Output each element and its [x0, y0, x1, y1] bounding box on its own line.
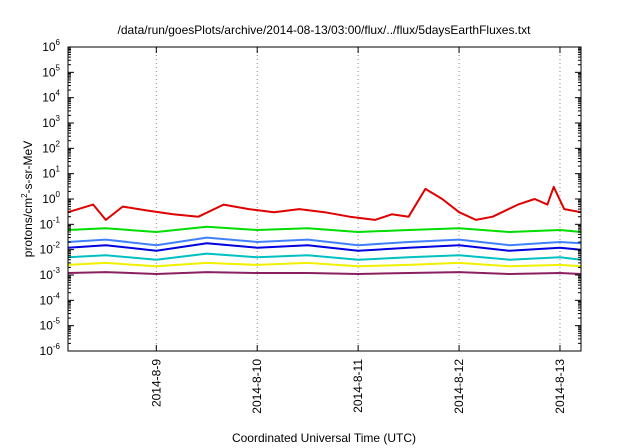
series-lines	[67, 185, 582, 275]
series-line-1	[67, 225, 582, 233]
y-axis-label: protons/cm2-s-sr-MeV	[20, 141, 35, 257]
y-tick-exponent: -5	[53, 317, 61, 326]
y-tick-base: 10	[42, 167, 56, 181]
y-tick-exponent: -1	[53, 215, 61, 224]
y-tick-exponent: 6	[56, 38, 61, 47]
y-tick-exponent: -4	[53, 291, 61, 300]
y-axis-label-pre: protons/cm	[21, 198, 35, 257]
y-tick-base: 10	[40, 268, 54, 282]
y-tick-base: 10	[40, 217, 54, 231]
y-axis-label-sup: 2	[20, 193, 29, 198]
y-tick-exponent: -2	[53, 241, 61, 250]
y-tick-label: 100	[42, 190, 60, 206]
x-tick-label: 2014-8-13	[553, 359, 567, 414]
y-tick-label: 102	[42, 139, 60, 155]
y-tick-base: 10	[42, 65, 56, 79]
y-tick-label: 104	[42, 89, 60, 105]
x-axis-ticks: 2014-8-9 2014-8-10 2014-8-11 2014-8-12 2014-…	[149, 47, 567, 414]
y-tick-label: 105	[42, 63, 60, 79]
series-line-5	[67, 261, 582, 268]
y-tick-base: 10	[42, 91, 56, 105]
y-tick-label: 10-4	[40, 291, 61, 307]
y-tick-exponent: -3	[53, 266, 61, 275]
x-tick-label: 2014-8-12	[452, 359, 466, 414]
plot-frame	[67, 46, 582, 352]
chart-title: /data/run/goesPlots/archive/2014-08-13/0…	[118, 23, 532, 37]
y-tick-exponent: 0	[56, 190, 61, 199]
x-tick-label: 2014-8-11	[351, 359, 365, 413]
y-tick-exponent: 5	[56, 63, 61, 72]
y-tick-label: 101	[42, 165, 60, 181]
y-tick-base: 10	[42, 192, 56, 206]
y-tick-label: 10-5	[40, 317, 61, 333]
y-tick-label: 10-6	[40, 342, 61, 358]
y-tick-base: 10	[42, 141, 56, 155]
series-line-3	[67, 236, 582, 247]
y-tick-exponent: 1	[56, 165, 61, 174]
x-axis-label: Coordinated Universal Time (UTC)	[232, 431, 416, 445]
y-tick-base: 10	[40, 319, 54, 333]
y-axis-label-post: -s-sr-MeV	[21, 141, 35, 194]
y-tick-base: 10	[42, 116, 56, 130]
y-tick-label: 103	[42, 114, 60, 130]
series-line-4	[67, 242, 582, 252]
y-tick-label: 106	[42, 38, 60, 54]
series-line-6	[67, 271, 582, 275]
y-axis-ticks: 10-610-510-410-310-210-11001011021031041…	[40, 38, 581, 358]
y-tick-exponent: -6	[53, 342, 61, 351]
y-tick-base: 10	[42, 40, 56, 54]
y-tick-label: 10-3	[40, 266, 61, 282]
y-tick-base: 10	[40, 243, 54, 257]
y-tick-label: 10-1	[40, 215, 61, 231]
y-tick-base: 10	[40, 293, 54, 307]
y-tick-base: 10	[40, 344, 54, 358]
grid-lines	[155, 47, 561, 351]
x-tick-label: 2014-8-10	[250, 359, 264, 414]
series-line-2	[67, 252, 582, 261]
y-tick-exponent: 3	[56, 114, 61, 123]
x-tick-label: 2014-8-9	[149, 359, 163, 407]
y-tick-exponent: 4	[56, 89, 61, 98]
y-tick-exponent: 2	[56, 139, 61, 148]
y-tick-label: 10-2	[40, 241, 61, 257]
series-line-0	[67, 185, 582, 221]
